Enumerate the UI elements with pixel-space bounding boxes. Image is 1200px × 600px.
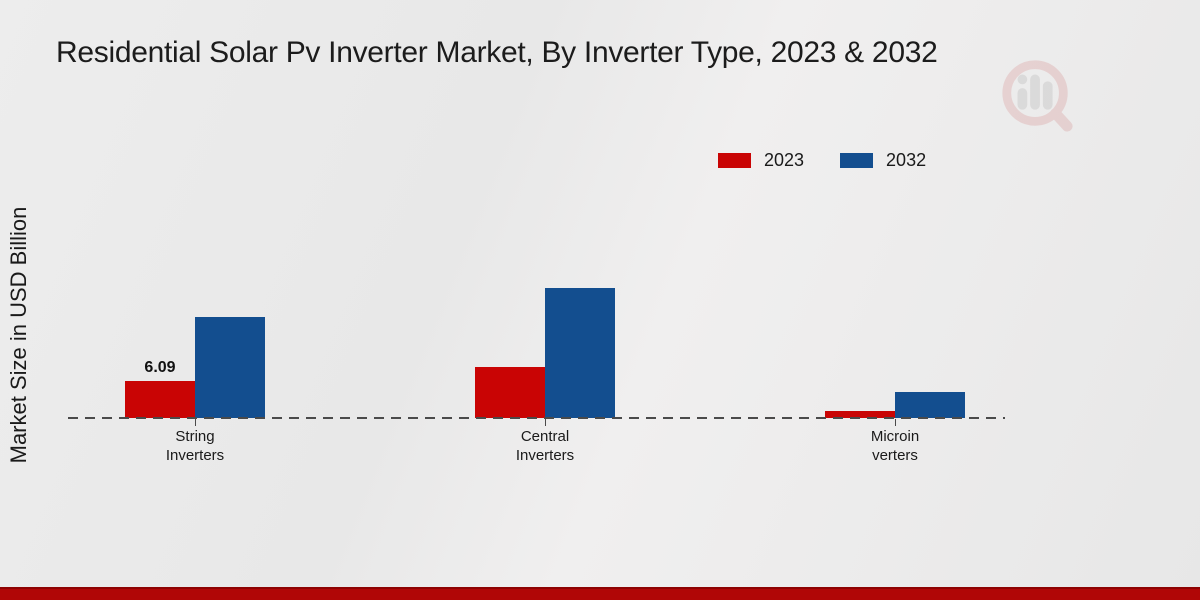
x-axis-tick-microinverters xyxy=(895,419,896,426)
bar-2023-string-inverters xyxy=(125,381,195,418)
brand-logo-watermark xyxy=(998,56,1076,134)
legend-label-2032: 2032 xyxy=(886,150,927,170)
bar-chart-glyph xyxy=(1017,74,1053,110)
chart-title: Residential Solar Pv Inverter Market, By… xyxy=(56,36,938,69)
bar-2023-central-inverters xyxy=(475,367,545,418)
footer-accent-bar xyxy=(0,587,1200,600)
legend: 2023 2032 xyxy=(718,150,926,171)
bar-2032-central-inverters xyxy=(545,288,615,418)
bar-2023-microinverters xyxy=(825,411,895,418)
legend-item-2023: 2023 xyxy=(718,150,804,171)
legend-swatch-2032 xyxy=(840,153,874,168)
bar-value-label: 6.09 xyxy=(144,359,176,376)
x-axis-tick-string-inverters xyxy=(195,419,196,426)
x-axis-baseline xyxy=(68,417,1005,419)
legend-label-2023: 2023 xyxy=(764,150,805,170)
x-axis-category-label-microinverters: Microin verters xyxy=(870,428,920,464)
x-axis-category-label-central-inverters: Central Inverters xyxy=(515,428,575,464)
legend-swatch-2023 xyxy=(718,153,751,168)
x-axis-category-label-string-inverters: String Inverters xyxy=(165,428,225,464)
bar-2032-string-inverters xyxy=(195,317,265,418)
legend-item-2032: 2032 xyxy=(840,150,926,171)
magnifier-icon xyxy=(1002,60,1073,132)
bar-2032-microinverters xyxy=(895,392,965,418)
x-axis-tick-central-inverters xyxy=(545,419,546,426)
